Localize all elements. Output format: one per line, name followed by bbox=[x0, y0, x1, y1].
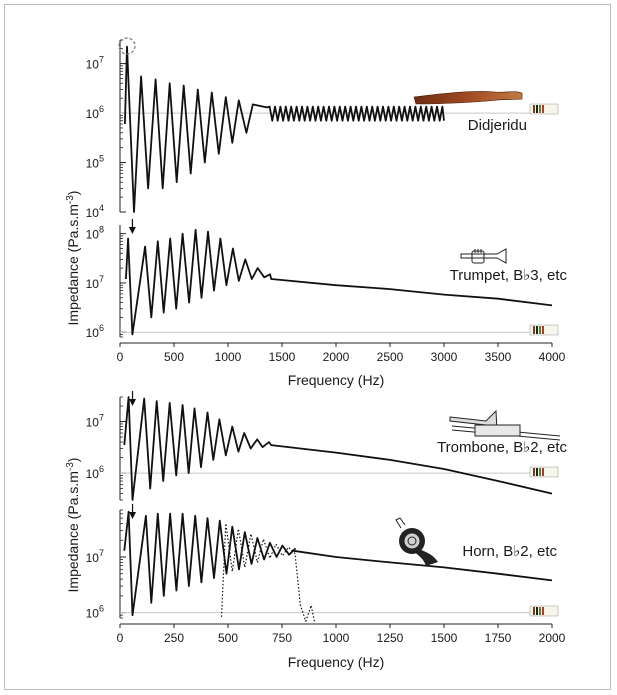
impedance-line bbox=[125, 228, 553, 336]
fundamental-marker bbox=[118, 37, 136, 55]
didjeridu-panel: 104 105 106 107 bbox=[86, 37, 552, 220]
trombone-sound-swatch[interactable] bbox=[529, 466, 559, 478]
x-tick-label: 1000 bbox=[323, 631, 350, 645]
x-tick-label: 250 bbox=[164, 631, 184, 645]
y-tick-label: 107 bbox=[86, 55, 104, 72]
x-tick-label: 750 bbox=[272, 631, 292, 645]
figure-frame bbox=[4, 4, 611, 690]
horn-sound-swatch[interactable] bbox=[529, 605, 559, 617]
didjeridu-icon bbox=[413, 91, 523, 105]
x-tick-label: 500 bbox=[218, 631, 238, 645]
trombone-icon bbox=[449, 409, 561, 441]
trombone-panel: 106 107 bbox=[86, 391, 553, 501]
y-axis-label-bottom: Impedance (Pa.s.m-3) bbox=[65, 458, 81, 593]
y-axis-label-top: Impedance (Pa.s.m-3) bbox=[65, 191, 81, 326]
impedance-line bbox=[124, 45, 445, 213]
horn-label: Horn, B♭2, etc bbox=[462, 543, 557, 560]
didjeridu-sound-swatch[interactable] bbox=[529, 103, 559, 115]
x-tick-label: 1500 bbox=[269, 350, 296, 364]
x-tick-label: 1250 bbox=[377, 631, 404, 645]
x-tick-label: 2500 bbox=[377, 350, 404, 364]
trumpet-panel: 106 107 108 0 500 1000 1500 2000 2500 3000 3500 400… bbox=[86, 219, 566, 364]
x-axis-label-bottom: Frequency (Hz) bbox=[288, 654, 384, 670]
x-tick-label: 3500 bbox=[485, 350, 512, 364]
y-tick-label: 106 bbox=[86, 604, 104, 621]
x-axis-label-top: Frequency (Hz) bbox=[288, 372, 384, 388]
x-tick-label: 0 bbox=[117, 631, 124, 645]
didjeridu-label: Didjeridu bbox=[468, 117, 527, 134]
x-tick-label: 1750 bbox=[485, 631, 512, 645]
trumpet-icon bbox=[460, 248, 507, 264]
trombone-label: Trombone, B♭2, etc bbox=[437, 439, 567, 456]
trumpet-sound-swatch[interactable] bbox=[529, 324, 559, 336]
dotted-impedance-line bbox=[220, 522, 315, 622]
y-tick-label: 104 bbox=[86, 203, 104, 220]
horn-panel: 106 107 0 250 500 750 1000 1250 1500 1750 2000 bbox=[86, 504, 566, 645]
x-tick-label: 1000 bbox=[215, 350, 242, 364]
y-tick-label: 105 bbox=[86, 154, 104, 171]
fundamental-arrow-head bbox=[129, 512, 137, 519]
impedance-line bbox=[123, 396, 553, 501]
x-tick-label: 3000 bbox=[431, 350, 458, 364]
x-tick-label: 1500 bbox=[431, 631, 458, 645]
x-tick-label: 500 bbox=[164, 350, 184, 364]
x-tick-label: 2000 bbox=[539, 631, 566, 645]
trumpet-label: Trumpet, B♭3, etc bbox=[450, 267, 568, 284]
x-tick-label: 2000 bbox=[323, 350, 350, 364]
impedance-line bbox=[123, 510, 553, 617]
y-tick-label: 107 bbox=[86, 413, 104, 430]
y-tick-label: 106 bbox=[86, 104, 104, 121]
x-tick-label: 4000 bbox=[539, 350, 566, 364]
y-tick-label: 107 bbox=[86, 548, 104, 565]
y-tick-label: 106 bbox=[86, 323, 104, 340]
fundamental-arrow-head bbox=[128, 227, 136, 234]
x-tick-label: 0 bbox=[117, 350, 124, 364]
horn-icon bbox=[395, 517, 438, 566]
y-tick-label: 106 bbox=[86, 464, 104, 481]
y-tick-label: 108 bbox=[86, 225, 104, 242]
fundamental-arrow-head bbox=[129, 399, 137, 406]
y-tick-label: 107 bbox=[86, 274, 104, 291]
